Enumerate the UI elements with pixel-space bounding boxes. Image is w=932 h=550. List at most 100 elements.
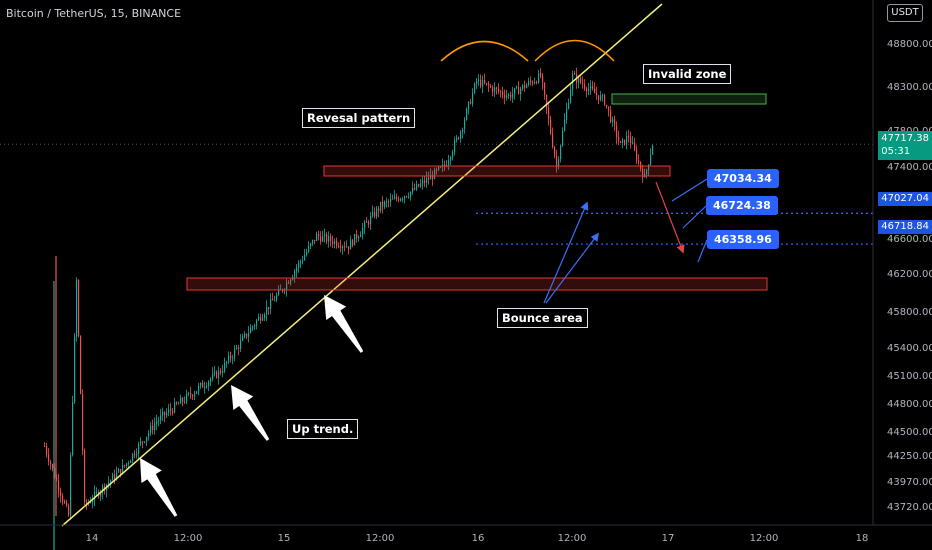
candle-body (562, 130, 564, 146)
candle-body (494, 87, 496, 92)
candle-body (206, 386, 208, 388)
candle-body (162, 411, 164, 416)
candle-body (250, 327, 252, 334)
candle-body (116, 472, 118, 480)
candle-body (46, 446, 48, 455)
candle-body (286, 282, 288, 290)
candle-body (616, 125, 618, 137)
candle-body (366, 221, 368, 223)
candle-body (220, 370, 222, 374)
candle-body (484, 79, 486, 84)
candle-body (500, 91, 502, 93)
level-price-tag-1: 47027.04 (878, 192, 932, 206)
candle-body (412, 187, 414, 192)
price-tick-label: 48300.00 (887, 82, 932, 93)
candle-body (582, 82, 584, 85)
candle-body (258, 317, 260, 321)
candle-body (306, 251, 308, 256)
candle-body (540, 73, 542, 77)
candle-body (76, 280, 78, 337)
candle-body (300, 261, 302, 263)
candle-body (604, 95, 606, 105)
level-price-tag-2: 46718.84 (878, 220, 932, 234)
candle-body (342, 246, 344, 248)
candle-body (340, 246, 342, 248)
candle-body (150, 425, 152, 433)
candle-body (166, 412, 168, 416)
candle-body (392, 198, 394, 200)
callout-leader (671, 178, 708, 202)
candle-body (218, 370, 220, 378)
candle-body (230, 355, 232, 359)
support-zone-lower (186, 277, 768, 291)
candle-body (648, 164, 650, 170)
candle-body (440, 166, 442, 168)
candle-body (128, 462, 130, 464)
candle-body (512, 93, 514, 98)
candle-body (184, 401, 186, 403)
candle-body (498, 88, 500, 92)
candle-body (196, 391, 198, 394)
price-tick-label: 46200.00 (887, 269, 932, 280)
candle-body (120, 469, 122, 474)
candle-body (52, 464, 54, 468)
up-trend-arrow (140, 458, 178, 517)
currency-button[interactable]: USDT (887, 4, 923, 22)
candle-body (428, 177, 430, 180)
candle-body (516, 86, 518, 89)
price-tick-label: 47400.00 (887, 162, 932, 173)
candle-body (548, 108, 550, 120)
candle-body (358, 236, 360, 239)
candle-body (408, 196, 410, 198)
candle-body (178, 403, 180, 405)
candle-body (478, 79, 480, 81)
candle-body (506, 95, 508, 98)
candle-body (536, 81, 538, 83)
price-tick-label: 46600.00 (887, 234, 932, 245)
price-tick-label: 44250.00 (887, 451, 932, 462)
candle-body (598, 95, 600, 101)
candle-body (134, 453, 136, 456)
candle-body (68, 505, 70, 516)
candle-body (136, 453, 138, 456)
candle-body (72, 402, 74, 455)
candle-body (482, 79, 484, 87)
candle-body (192, 395, 194, 397)
candle-body (82, 393, 84, 451)
candle-body (414, 187, 416, 190)
candle-body (176, 402, 178, 404)
candle-body (58, 480, 60, 491)
candle-body (466, 108, 468, 120)
candle-body (522, 84, 524, 89)
current-price-value: 47717.38 (881, 133, 929, 144)
candle-body (464, 119, 466, 130)
candle-body (156, 421, 158, 424)
candle-body (370, 216, 372, 225)
candle-body (336, 240, 338, 246)
time-tick-label: 18 (856, 533, 869, 544)
up-trend-arrow (324, 295, 364, 353)
candle-body (100, 492, 102, 497)
bounce-arrow (543, 201, 589, 304)
candle-body (66, 502, 68, 506)
candle-body (152, 425, 154, 431)
candle-body (180, 398, 182, 404)
candle-body (164, 411, 166, 416)
candle-body (228, 355, 230, 362)
candle-body (518, 86, 520, 95)
candle-body (626, 136, 628, 145)
candle-body (92, 500, 94, 503)
candle-body (248, 333, 250, 337)
candle-body (544, 82, 546, 95)
candle-body (634, 142, 636, 150)
candle-body (296, 267, 298, 272)
candle-body (624, 139, 626, 145)
candle-body (224, 362, 226, 372)
candle-body (468, 101, 470, 109)
candle-body (254, 325, 256, 327)
candle-body (246, 333, 248, 337)
candle-body (388, 201, 390, 203)
candle-body (308, 245, 310, 252)
candle-body (652, 145, 654, 155)
